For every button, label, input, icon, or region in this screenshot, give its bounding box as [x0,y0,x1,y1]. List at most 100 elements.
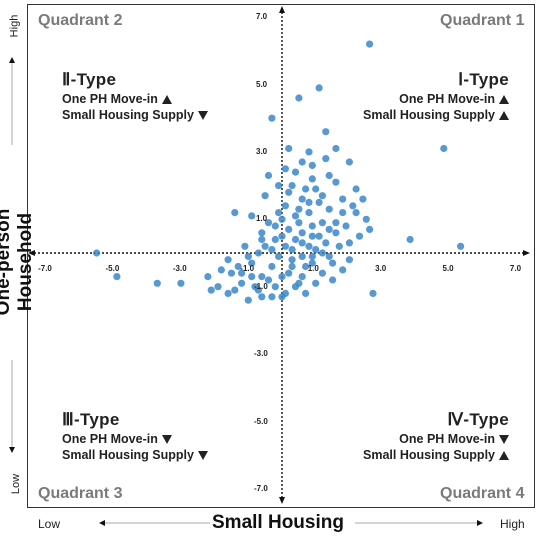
data-point [113,273,121,281]
data-point [308,252,316,260]
data-point [345,239,353,247]
data-point [325,225,333,233]
data-point [352,185,360,193]
indicator-label: Small Housing Supply [363,108,495,122]
x-tick-label: 1.0 [307,264,319,273]
data-point [345,158,353,166]
data-point [355,232,364,240]
triangle-down-icon [499,435,509,445]
x-tick-label: -3.0 [172,264,187,273]
data-point [315,198,323,206]
x-tick-label: 5.0 [442,264,454,273]
triangle-down-icon [197,451,208,461]
indicator-label: One PH Move-in [62,92,158,106]
data-point [248,212,256,220]
data-point [264,219,273,227]
data-point [308,161,316,169]
plot-frame [27,4,535,508]
data-point [339,209,347,217]
y-guide-arrow-up [9,57,15,63]
data-point [305,242,313,250]
data-point [281,289,289,297]
data-point [325,171,333,180]
data-point [288,256,296,264]
y-tick-label: 7.0 [256,12,268,22]
indicator-label: One PH Move-in [399,92,495,106]
y-tick-label: -5.0 [254,416,268,426]
triangle-up-icon [499,111,509,121]
data-point [318,219,326,227]
data-point [264,171,273,180]
indicator-label: One PH Move-in [62,432,158,446]
data-point [285,188,293,196]
x-high-label: High [500,517,525,531]
data-point [345,256,353,264]
data-point [359,195,367,203]
data-point [318,249,326,257]
x-axis-arrow-right [523,250,530,256]
data-point [298,273,306,281]
data-point [285,144,293,153]
data-point [281,165,289,173]
quadrant-type-block: Ⅰ-Type One PH Move-in Small Housing Supply [363,70,509,122]
data-point [366,40,374,48]
data-point [325,252,333,260]
data-point [268,114,276,122]
x-tick-label: 7.0 [509,264,522,273]
data-point [291,235,300,244]
data-point [305,148,313,156]
data-point [241,242,249,250]
x-tick-label: -5.0 [105,264,120,273]
y-axis-arrow-up [279,6,285,13]
data-point [275,252,283,260]
data-point [153,279,161,287]
data-point [342,222,350,230]
x-tick-label: -7.0 [38,264,52,273]
data-point [217,266,225,274]
data-point [278,273,286,281]
data-point [308,222,316,230]
data-point [268,262,276,271]
quadrant-type-title: Ⅰ-Type [458,70,509,89]
quadrant-indicator-row: One PH Move-in [62,432,208,446]
data-point [258,293,266,301]
data-point [298,195,306,203]
x-tick-label: -1.0 [240,264,255,273]
triangle-down-icon [197,111,208,121]
quadrant-indicator-row: One PH Move-in [62,92,208,106]
data-point [339,195,347,203]
data-point [312,185,320,193]
x-guide-arrow-left [99,520,105,526]
y-tick-label: 3.0 [256,146,268,156]
data-point [298,252,306,260]
quadrant-type-title: Ⅲ-Type [62,410,120,429]
data-point [261,242,269,250]
data-point [369,289,377,297]
data-point [285,225,293,233]
x-axis-title: Small Housing [212,512,344,533]
data-point [308,232,316,240]
data-point [261,192,269,200]
triangle-up-icon [499,95,509,105]
data-point [227,269,235,277]
data-point [254,249,262,257]
data-point [322,128,330,136]
data-point [308,259,316,267]
data-point [332,178,340,186]
data-point [285,269,293,277]
data-point [302,185,310,193]
data-point [271,235,279,244]
y-tick-label: -3.0 [254,349,268,359]
indicator-label: Small Housing Supply [62,108,194,122]
data-point [295,219,303,227]
x-tick-label: 3.0 [375,264,387,273]
data-point [302,289,310,297]
data-point [332,219,340,227]
data-point [224,256,232,264]
y-low-label: Low [10,473,23,495]
quadrant-indicator-row: One PH Move-in [363,432,509,446]
quadrant-indicator-row: Small Housing Supply [363,108,509,122]
y-tick-label: 5.0 [256,79,268,89]
triangle-up-icon [161,95,172,105]
